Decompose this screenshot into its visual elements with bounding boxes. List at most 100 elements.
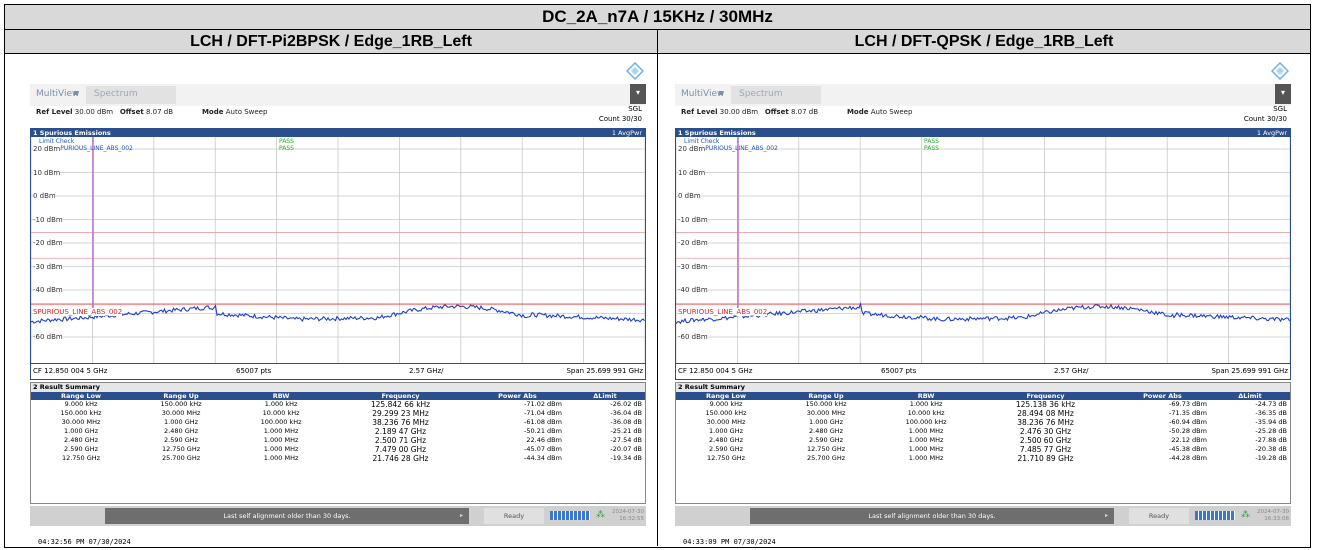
offset-value[interactable]: 8.07 dB <box>145 108 173 116</box>
sgl-indicator: SGL <box>1273 105 1287 113</box>
table-cell: 2.500 60 GHz <box>1019 436 1072 445</box>
table-cell: -26.02 dB <box>610 400 642 408</box>
center-frequency: CF 12.850 004 5 GHz <box>33 367 108 375</box>
table-cell: 28.494 08 MHz <box>1017 409 1074 418</box>
limit-check-pass: PASS <box>924 138 939 145</box>
spectrum-plot <box>31 137 645 364</box>
ref-level-value[interactable]: 30.00 dBm <box>719 108 759 116</box>
progress-bar <box>550 511 590 520</box>
limit-line-label: Line _SPURIOUS_LINE_ABS_002 <box>39 145 133 152</box>
y-axis-label: -10 dBm <box>33 215 63 224</box>
sgl-indicator: SGL <box>628 105 642 113</box>
frequency-per-div: 2.57 GHz/ <box>1054 367 1089 375</box>
limit-line-pass: PASS <box>279 145 294 152</box>
table-row: 2.590 GHz 12.750 GHz 1.000 MHz 7.479 00 GHz… <box>31 445 645 454</box>
table-cell: 150.000 kHz <box>705 409 747 417</box>
trace-mode-badge: 1 AvgPwr <box>611 129 642 137</box>
table-cell: -36.04 dB <box>610 409 642 417</box>
y-axis-label: -40 dBm <box>678 286 708 294</box>
y-axis-label: -20 dBm <box>678 239 708 247</box>
table-cell: -36.35 dB <box>1255 409 1287 417</box>
table-row: 1.000 GHz 2.480 GHz 1.000 MHz 2.476 30 GHz -… <box>676 427 1290 436</box>
table-cell: 100.000 kHz <box>260 418 302 426</box>
status-message[interactable]: Last self alignment older than 30 days. <box>750 508 1114 524</box>
table-cell: 1.000 kHz <box>909 400 943 408</box>
offset-label: Offset <box>119 108 144 116</box>
caption-row: LCH / DFT-Pi2BPSK / Edge_1RB_Left LCH / … <box>5 30 1310 54</box>
column-header: Range Up <box>131 392 232 400</box>
y-axis-label: 10 dBm <box>33 168 61 177</box>
menu-button[interactable]: ▾ <box>630 84 646 104</box>
plot-area[interactable]: Limit Check Line _SPURIOUS_LINE_ABS_002 … <box>676 137 1290 364</box>
status-message[interactable]: Last self alignment older than 30 days. <box>105 508 469 524</box>
table-cell: -19.34 dB <box>610 454 642 462</box>
table-row: 30.000 MHz 1.000 GHz 100.000 kHz 38.236 76 … <box>31 418 645 427</box>
table-cell: 1.000 MHz <box>263 445 299 453</box>
table-cell: 25.700 GHz <box>806 454 846 462</box>
offset-value[interactable]: 8.07 dB <box>790 108 818 116</box>
table-cell: 22.12 dBm <box>1171 436 1207 444</box>
limit-check-pass: PASS <box>279 138 294 145</box>
table-cell: 38.236 76 MHz <box>372 418 429 427</box>
mode-value[interactable]: Auto Sweep <box>225 108 268 116</box>
table-cell: -19.28 dB <box>1255 454 1287 462</box>
table-cell: 1.000 MHz <box>908 436 944 444</box>
table-cell: 1.000 MHz <box>908 454 944 462</box>
menu-button[interactable]: ▾ <box>1275 84 1291 104</box>
ready-indicator: Ready <box>1129 508 1189 524</box>
table-cell: -60.94 dBm <box>1169 418 1207 426</box>
status-expand-icon[interactable]: ▸ <box>460 512 464 519</box>
table-cell: 2.590 GHz <box>809 436 844 444</box>
instrument-clock: 2024-07-30 16:33:08 <box>1257 509 1289 523</box>
ref-level-label: Ref Level <box>36 108 73 116</box>
spectrum-diagram[interactable]: 1 Spurious Emissions 1 AvgPwr Limit Chec… <box>30 128 646 380</box>
y-axis-label: 20 dBm <box>678 145 706 153</box>
limit-line-label: Line _SPURIOUS_LINE_ABS_002 <box>684 145 778 152</box>
result-table: Range Low Range Up RBW Frequency Power Abs ΔL… <box>676 392 1290 463</box>
table-cell: 1.000 MHz <box>263 427 299 435</box>
table-cell: -44.28 dBm <box>1169 454 1207 462</box>
result-summary-title: 2 Result Summary <box>31 383 645 392</box>
sweep-status: SGL Count 30/30 <box>599 104 642 124</box>
spectrum-trace <box>676 301 1290 325</box>
mode-value[interactable]: Auto Sweep <box>870 108 913 116</box>
column-header: ΔLimit <box>564 392 645 400</box>
analyzer-screenshot: MultiView Spectrum ▾ Ref Level 30.00 dBm… <box>30 60 646 546</box>
spectrum-diagram[interactable]: 1 Spurious Emissions 1 AvgPwr Limit Chec… <box>675 128 1291 380</box>
table-cell: -71.02 dBm <box>524 400 562 408</box>
table-cell: 2.480 GHz <box>164 427 199 435</box>
table-cell: -36.08 dB <box>610 418 642 426</box>
y-axis-label: -60 dBm <box>33 333 63 341</box>
table-cell: 12.750 GHz <box>161 445 201 453</box>
table-cell: 1.000 MHz <box>908 427 944 435</box>
y-axis-label: 10 dBm <box>678 168 706 177</box>
ref-level-value[interactable]: 30.00 dBm <box>74 108 114 116</box>
table-cell: 9.000 kHz <box>709 400 743 408</box>
tab-spectrum[interactable]: Spectrum <box>731 86 821 104</box>
table-cell: 150.000 kHz <box>60 409 102 417</box>
x-axis-info: CF 12.850 004 5 GHz 65007 pts 2.57 GHz/ … <box>676 363 1290 379</box>
table-row: 9.000 kHz 150.000 kHz 1.000 kHz 125.138 36 … <box>676 400 1290 409</box>
tab-spectrum[interactable]: Spectrum <box>86 86 176 104</box>
table-cell: -44.34 dBm <box>524 454 562 462</box>
table-cell: 2.480 GHz <box>709 436 744 444</box>
spectrum-trace <box>31 304 645 324</box>
table-cell: 10.000 kHz <box>262 409 300 417</box>
table-cell: -20.38 dB <box>1255 445 1287 453</box>
instrument-time: 16:33:08 <box>1264 516 1289 522</box>
table-cell: 21.746 28 GHz <box>372 454 429 463</box>
column-header: RBW <box>876 392 977 400</box>
table-cell: 9.000 kHz <box>64 400 98 408</box>
frequency-span: Span 25.699 991 GHz <box>566 367 643 375</box>
tab-multiview[interactable]: MultiView <box>681 89 725 99</box>
table-cell: 7.479 00 GHz <box>374 445 427 454</box>
plot-area[interactable]: Limit Check Line _SPURIOUS_LINE_ABS_002 … <box>31 137 645 364</box>
result-summary: 2 Result Summary Range Low Range Up RBW Fre… <box>30 382 646 504</box>
frequency-span: Span 25.699 991 GHz <box>1211 367 1288 375</box>
capture-timestamp: 04:32:56 PM 07/30/2024 <box>38 538 131 546</box>
diagram-title: 1 Spurious Emissions 1 AvgPwr <box>31 129 645 137</box>
diagram-title-text: 1 Spurious Emissions <box>33 129 111 137</box>
tab-multiview[interactable]: MultiView <box>36 89 80 99</box>
status-expand-icon[interactable]: ▸ <box>1105 512 1109 519</box>
result-table: Range Low Range Up RBW Frequency Power Abs ΔL… <box>31 392 645 463</box>
